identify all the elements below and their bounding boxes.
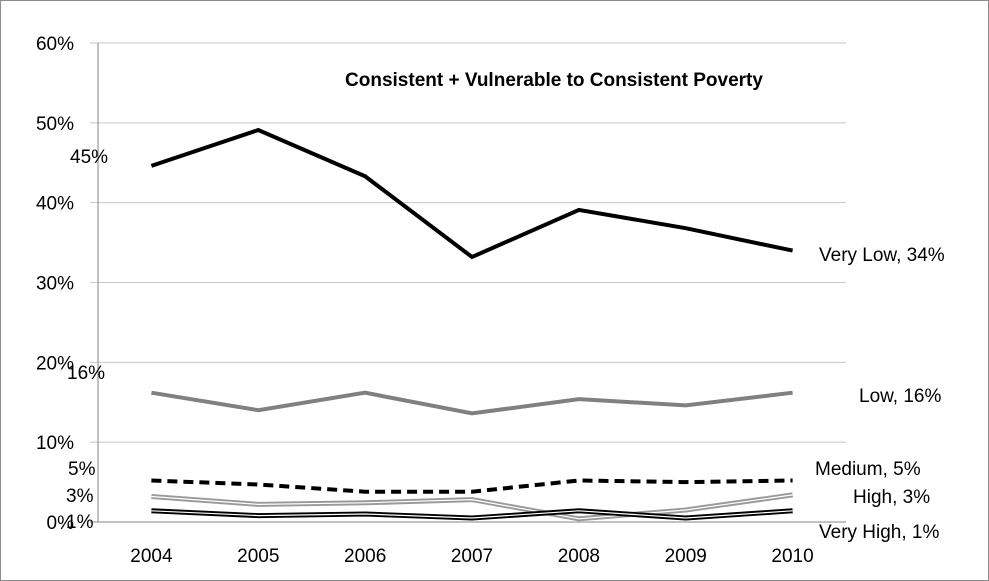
x-tick-label: 2007 — [451, 546, 493, 567]
end-label-medium: Medium, 5% — [815, 459, 921, 480]
series-line-low — [151, 390, 793, 416]
x-tick-label: 2006 — [344, 546, 386, 567]
start-label-very-low: 45% — [70, 147, 108, 168]
series-labels: 45% Very Low, 34% 16% Low, 16% 5% Medium, 5% 3… — [66, 147, 945, 543]
series-line-high-inner — [151, 494, 793, 520]
x-tick-label: 2004 — [130, 546, 173, 567]
series-line-very-low — [150, 127, 794, 260]
x-tick-label: 2008 — [558, 546, 600, 567]
series-line-medium — [151, 478, 793, 494]
y-tick-label: 40% — [36, 194, 74, 215]
x-tick-label: 2010 — [771, 546, 813, 567]
end-label-low: Low, 16% — [859, 386, 941, 407]
x-tick-label: 2009 — [665, 546, 707, 567]
y-tick-label: 10% — [36, 433, 74, 454]
series-line-very-high-inner — [151, 510, 793, 519]
end-label-high: High, 3% — [853, 487, 930, 508]
gridlines — [90, 42, 846, 523]
end-label-very-low: Very Low, 34% — [819, 245, 945, 266]
x-axis-ticks: 2004 2005 2006 2007 2008 2009 2010 — [130, 546, 813, 567]
start-label-very-high: 1% — [66, 512, 94, 533]
x-tick-label: 2005 — [237, 546, 279, 567]
chart-title: Consistent + Vulnerable to Consistent Po… — [345, 70, 763, 91]
series-lines — [150, 127, 794, 522]
start-label-low: 16% — [67, 363, 105, 384]
start-label-medium: 5% — [68, 459, 96, 480]
end-label-very-high: Very High, 1% — [819, 522, 939, 543]
y-tick-label: 30% — [36, 274, 74, 295]
y-tick-label: 20% — [36, 353, 74, 374]
y-tick-label: 0% — [47, 513, 75, 534]
y-axis-ticks: 0% 10% 20% 30% 40% 50% 60% — [36, 34, 74, 534]
y-tick-label: 60% — [36, 34, 74, 55]
y-tick-label: 50% — [36, 114, 74, 135]
start-label-high: 3% — [66, 486, 94, 507]
